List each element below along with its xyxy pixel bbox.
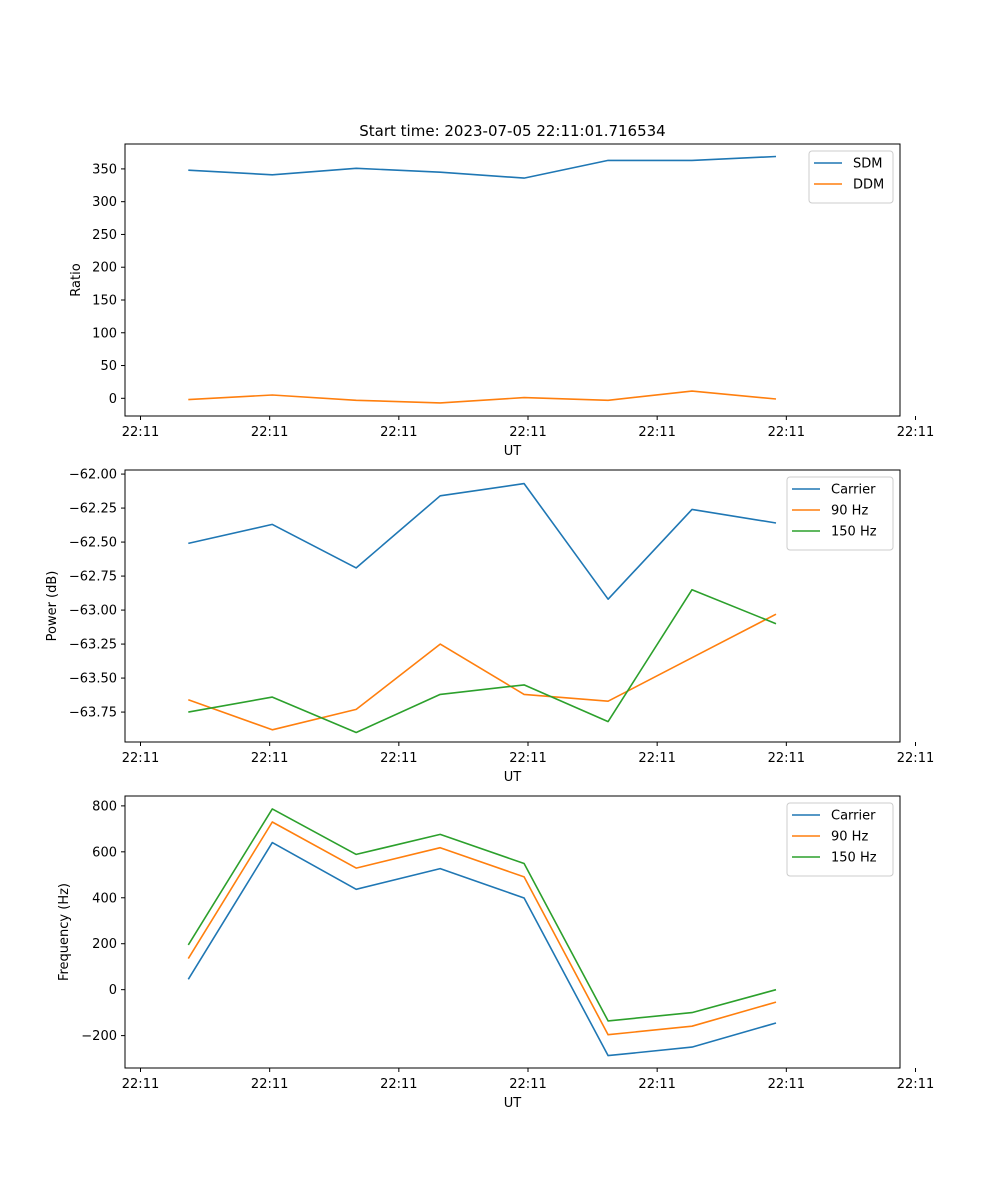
y-tick-label: 200 [92,937,117,952]
y-tick-label: 300 [92,195,117,210]
y-axis-label: Frequency (Hz) [57,883,72,981]
legend: SDM DDM [808,150,894,204]
x-tick-label: 22:11 [638,751,675,766]
y-tick-label: 100 [92,326,117,341]
y-tick-label: −62.50 [69,536,117,551]
series-line-carrier [187,841,777,1057]
plot-area [125,470,900,742]
x-tick-label: 22:11 [380,1077,417,1092]
x-tick-label: 22:11 [638,425,675,440]
y-tick-label: −63.50 [69,672,117,687]
chart-title: Start time: 2023-07-05 22:11:01.716534 [359,122,665,140]
ratio-panel: 22:1122:1122:1122:1122:1122:1122:1122:12… [69,143,934,459]
power-panel: 22:1122:1122:1122:1122:1122:1122:1122:12… [45,468,934,785]
series-line-ddm [188,390,777,404]
frequency-panel: 22:1122:1122:1122:1122:1122:1122:1122:12… [57,795,934,1111]
legend: Carrier 90 Hz 150 Hz [786,476,894,551]
y-tick-label: −200 [81,1029,117,1044]
y-tick-label: 200 [92,261,117,276]
x-tick-label: 22:11 [768,1077,805,1092]
y-tick-label: 0 [109,983,117,998]
x-tick-label: 22:11 [897,1077,934,1092]
legend: Carrier 90 Hz 150 Hz [786,802,894,877]
x-tick-label: 22:11 [122,1077,159,1092]
legend-label: Carrier [831,483,876,498]
x-tick-label: 22:11 [897,751,934,766]
x-tick-label: 22:11 [768,751,805,766]
x-tick-label: 22:11 [251,751,288,766]
x-tick-label: 22:11 [768,425,805,440]
y-tick-label: 150 [92,293,117,308]
legend-label: 150 Hz [831,525,877,540]
axes-frame [124,143,901,417]
x-tick-label: 22:11 [380,751,417,766]
y-axis-label: Ratio [69,263,84,296]
y-tick-label: 50 [100,359,117,374]
y-tick-label: 400 [92,891,117,906]
legend-label: DDM [853,178,884,193]
x-axis-label: UT [504,770,522,785]
y-tick-label: −63.25 [69,638,117,653]
series-line-90-hz [188,613,777,731]
series-line-carrier [188,482,777,601]
x-tick-label: 22:11 [380,425,417,440]
series-line-sdm [188,155,777,179]
legend-box [808,150,894,204]
legend-label: Carrier [831,809,876,824]
axes-frame [124,795,901,1069]
y-axis-label: Power (dB) [45,571,60,642]
y-tick-label: 800 [92,799,117,814]
x-tick-label: 22:11 [509,425,546,440]
y-tick-label: 250 [92,228,117,243]
series-line-150-hz [187,808,777,1022]
y-tick-label: −63.00 [69,604,117,619]
legend-label: SDM [853,157,882,172]
y-tick-label: 350 [92,162,117,177]
y-tick-label: 0 [109,392,117,407]
plot-area [125,796,900,1068]
x-axis-label: UT [504,1096,522,1111]
legend-label: 150 Hz [831,851,877,866]
y-tick-label: −63.75 [69,706,117,721]
x-tick-label: 22:11 [122,425,159,440]
axes-frame [124,469,901,743]
panels: 22:1122:1122:1122:1122:1122:1122:1122:12… [45,143,934,1111]
legend-label: 90 Hz [831,504,868,519]
x-tick-label: 22:11 [638,1077,675,1092]
series-line-90-hz [187,821,777,1036]
x-tick-label: 22:11 [251,1077,288,1092]
x-tick-label: 22:11 [509,751,546,766]
y-tick-label: 600 [92,845,117,860]
x-axis-label: UT [504,444,522,459]
plot-area [125,144,900,416]
x-tick-label: 22:11 [897,425,934,440]
x-tick-label: 22:11 [509,1077,546,1092]
x-tick-label: 22:11 [122,751,159,766]
series-line-150-hz [188,588,777,734]
y-tick-label: −62.00 [69,468,117,483]
y-tick-label: −62.25 [69,502,117,517]
x-tick-label: 22:11 [251,425,288,440]
legend-label: 90 Hz [831,830,868,845]
y-tick-label: −62.75 [69,570,117,585]
